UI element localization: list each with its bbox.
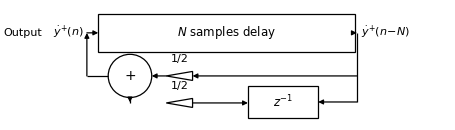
Text: 1/2: 1/2 (171, 54, 188, 64)
Text: Output: Output (3, 28, 42, 38)
Text: $\dot{y}^{\!+}\!(n)$: $\dot{y}^{\!+}\!(n)$ (53, 24, 83, 41)
Polygon shape (166, 98, 192, 107)
Text: $z^{-1}$: $z^{-1}$ (273, 94, 293, 110)
Bar (248, 86, 318, 118)
Ellipse shape (108, 54, 152, 98)
Text: $+$: $+$ (124, 69, 136, 83)
Text: $\dot{y}^{\!+}\!(n\!-\!N)$: $\dot{y}^{\!+}\!(n\!-\!N)$ (361, 24, 410, 41)
Bar (98, 14, 354, 52)
Text: 1/2: 1/2 (171, 81, 188, 91)
Text: $N$ samples delay: $N$ samples delay (177, 24, 276, 41)
Polygon shape (166, 71, 192, 80)
